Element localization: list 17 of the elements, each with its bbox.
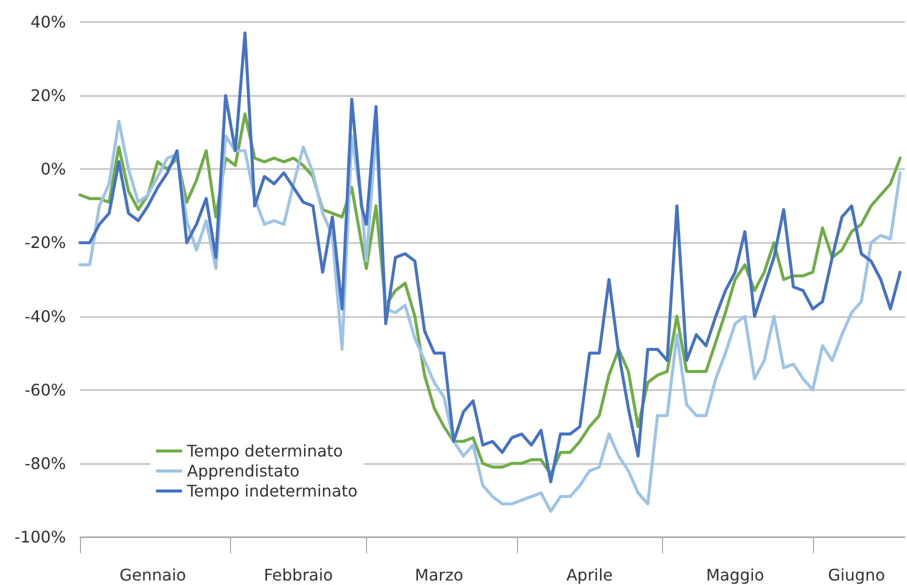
x-tick-label: Maggio bbox=[706, 566, 764, 584]
y-tick-label: -100% bbox=[14, 528, 66, 546]
legend-label: Tempo determinato bbox=[186, 442, 343, 460]
y-tick-label: -40% bbox=[24, 306, 66, 326]
legend-label: Tempo indeterminato bbox=[186, 482, 358, 500]
y-tick-label: -80% bbox=[24, 454, 66, 473]
y-tick-label: 40% bbox=[30, 12, 66, 32]
legend-label: Apprendistato bbox=[187, 462, 300, 480]
y-tick-label: 0% bbox=[40, 160, 66, 179]
x-tick-label: Giugno bbox=[828, 566, 886, 584]
x-tick-label: Febbraio bbox=[264, 566, 333, 584]
x-tick-label: Aprile bbox=[566, 566, 613, 584]
y-tick-label: -60% bbox=[24, 380, 66, 400]
y-tick-label: -20% bbox=[24, 233, 66, 252]
x-tick-label: Gennaio bbox=[120, 566, 186, 584]
y-tick-label: 20% bbox=[30, 86, 66, 106]
x-tick-label: Marzo bbox=[414, 566, 464, 584]
